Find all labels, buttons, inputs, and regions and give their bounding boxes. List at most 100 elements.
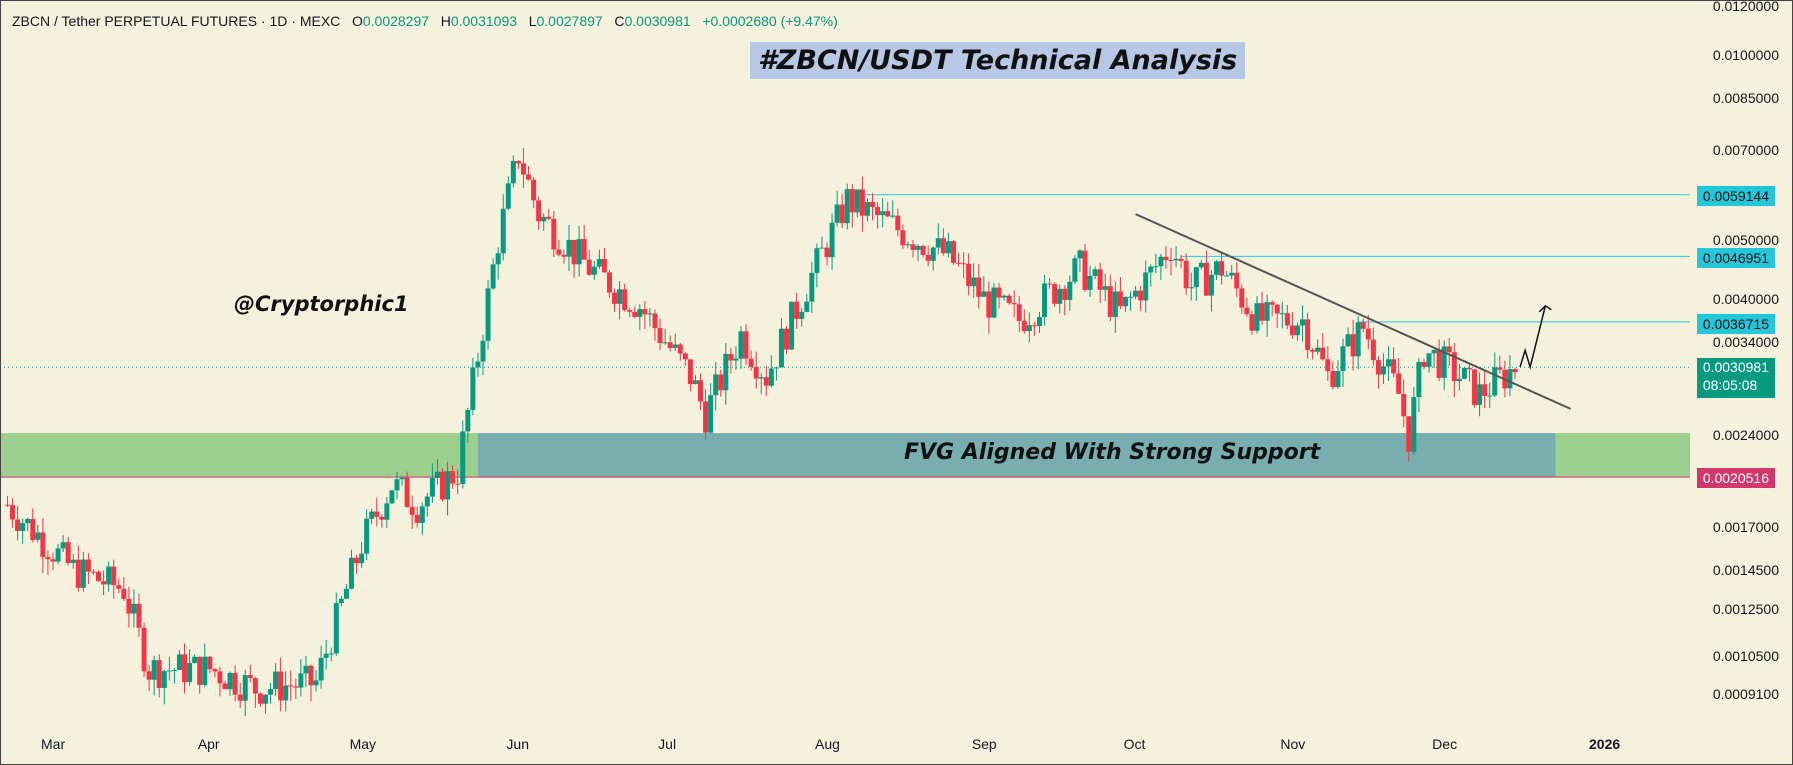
ohlc-header: ZBCN / Tether PERPETUAL FUTURES · 1D · M…	[12, 13, 838, 29]
candle-body	[591, 266, 597, 275]
candle-body	[1305, 319, 1311, 351]
candle-body	[945, 241, 951, 254]
candle-body	[318, 657, 324, 681]
candle-body	[1198, 262, 1204, 268]
candle-body	[1057, 288, 1063, 304]
candle-body	[202, 656, 208, 685]
candle-body	[399, 477, 405, 480]
candle-body	[758, 377, 764, 379]
candle-body	[15, 519, 21, 531]
candle-body	[1102, 286, 1108, 290]
candle-body	[526, 174, 532, 180]
candle-body	[262, 694, 268, 704]
candle-body	[394, 479, 400, 491]
candle-body	[1294, 325, 1300, 336]
candle-body	[900, 230, 906, 246]
candle-body	[116, 585, 122, 589]
candle-body	[207, 656, 213, 670]
candle-body	[566, 239, 572, 257]
candle-body	[971, 277, 977, 287]
candle-body	[1087, 275, 1093, 290]
candle-body	[1289, 325, 1295, 336]
candle-body	[470, 367, 476, 410]
candle-body	[389, 490, 395, 504]
candle-body	[106, 566, 112, 585]
candle-body	[1006, 295, 1012, 303]
candle-body	[141, 627, 147, 672]
candle-body	[283, 685, 289, 701]
candle-body	[859, 189, 865, 216]
resistance-1-price-tag: 0.0059144	[1696, 186, 1775, 206]
candle-body	[778, 328, 784, 368]
candle-body	[920, 245, 926, 255]
candle-body	[490, 264, 496, 289]
candle-body	[75, 559, 81, 588]
candle-body	[839, 204, 845, 224]
candle-body	[910, 244, 916, 250]
candle-body	[1077, 250, 1083, 259]
time-tick-label: Aug	[815, 736, 840, 752]
candle-body	[986, 291, 992, 318]
candle-body	[763, 377, 769, 386]
candle-body	[809, 272, 815, 302]
candle-body	[1451, 352, 1457, 381]
price-tick-label: 0.0070000	[1712, 141, 1779, 158]
candle-body	[1477, 384, 1483, 405]
candle-body	[1375, 360, 1381, 375]
candle-body	[288, 685, 294, 687]
candle-body	[460, 431, 466, 484]
candle-body	[662, 342, 668, 344]
candle-body	[369, 511, 375, 519]
candle-body	[632, 311, 638, 317]
candle-body	[935, 238, 941, 248]
candle-body	[1021, 320, 1027, 332]
candle-body	[854, 189, 860, 213]
candle-body	[450, 471, 456, 484]
time-tick-label: 2026	[1589, 736, 1621, 752]
candle-body	[96, 571, 102, 582]
candle-body	[455, 483, 461, 485]
candle-body	[146, 671, 152, 680]
candle-body	[1472, 369, 1478, 405]
candle-body	[1436, 349, 1442, 378]
candle-body	[4, 504, 10, 506]
candle-body	[1112, 291, 1118, 317]
candle-body	[55, 548, 61, 562]
candle-body	[1279, 313, 1285, 315]
high-label: H	[440, 13, 451, 29]
time-tick-label: Jul	[658, 736, 677, 752]
resistance-2-price-tag: 0.0046951	[1696, 248, 1775, 268]
candle-body	[627, 310, 633, 312]
candle-body	[713, 374, 719, 396]
low-label: L	[528, 13, 537, 29]
candle-body	[126, 598, 132, 614]
candle-body	[991, 287, 997, 318]
candle-body	[1441, 346, 1447, 378]
current-price-value: 0.0030981	[1702, 359, 1769, 375]
candle-body	[870, 202, 876, 208]
candle-body	[794, 301, 800, 319]
price-tick-label: 0.0040000	[1712, 291, 1779, 308]
projection-path	[1519, 305, 1547, 370]
time-tick-label: Jun	[506, 736, 529, 752]
candle-body	[1446, 346, 1452, 353]
candle-body	[1335, 371, 1341, 388]
candle-body	[1461, 367, 1467, 379]
candle-body	[374, 511, 380, 517]
candle-body	[338, 598, 344, 604]
candle-body	[1300, 319, 1306, 326]
candle-body	[976, 277, 982, 297]
candle-body	[35, 532, 41, 540]
candle-body	[1386, 359, 1392, 367]
candle-body	[1047, 283, 1053, 285]
close-value: 0.0030981	[624, 13, 691, 29]
candle-body	[1244, 307, 1250, 315]
candle-body	[819, 247, 825, 249]
candle-body	[1507, 369, 1513, 389]
candle-body	[1016, 304, 1022, 321]
candle-body	[85, 559, 91, 572]
candle-body	[571, 239, 577, 265]
candle-body	[880, 211, 886, 216]
price-tick-label: 0.0024000	[1712, 427, 1779, 444]
